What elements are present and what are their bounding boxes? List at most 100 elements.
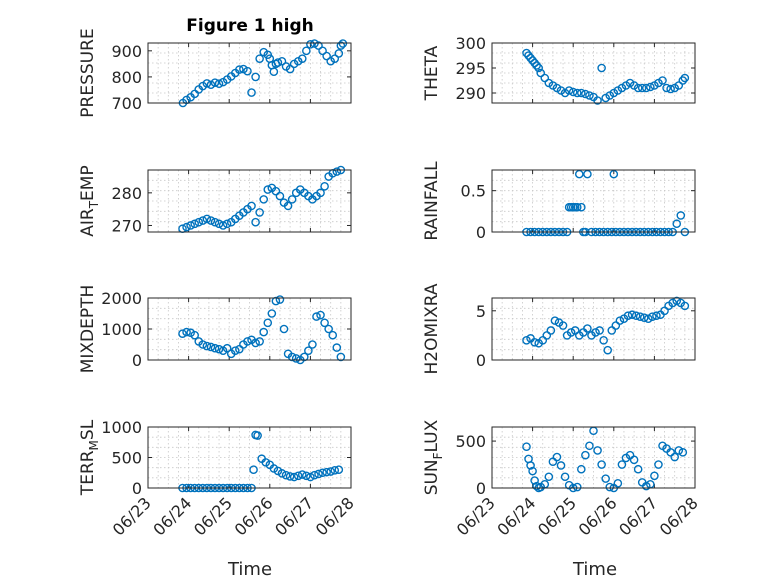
- y-tick-label: 1000: [101, 320, 142, 339]
- data-point: [680, 73, 690, 83]
- data-point: [613, 479, 623, 488]
- data-point: [522, 336, 531, 345]
- data-point: [322, 467, 331, 477]
- y-tick-label: 290: [455, 84, 486, 103]
- y-tick-label: 0.5: [461, 182, 486, 201]
- data-point: [635, 312, 645, 321]
- x-tick-label: 06/26: [231, 493, 277, 539]
- data-point: [658, 76, 667, 85]
- data-point: [623, 311, 633, 321]
- y-axis-label-main: TERR: [78, 450, 98, 496]
- y-axis-label-main: RAINFALL: [422, 161, 442, 241]
- y-axis-label: THETA: [422, 45, 442, 101]
- data-point: [534, 63, 543, 73]
- x-tick-label: 06/23: [453, 493, 499, 539]
- data-point: [617, 460, 627, 469]
- data-point: [322, 51, 331, 61]
- y-tick-label: 0: [476, 351, 486, 370]
- y-tick-label: 700: [111, 94, 142, 113]
- y-axis-label-main: MIXDEPTH: [78, 285, 98, 374]
- data-point: [206, 342, 216, 352]
- y-tick-label: 0: [132, 479, 142, 498]
- data-point: [247, 88, 256, 97]
- data-point: [310, 470, 319, 480]
- x-tick-label: 06/24: [493, 493, 539, 539]
- data-point: [297, 470, 307, 479]
- data-point: [332, 167, 342, 176]
- data-point: [320, 182, 329, 191]
- data-point: [210, 343, 220, 353]
- data-point: [605, 482, 615, 492]
- data-point: [597, 460, 606, 469]
- data-point: [577, 464, 586, 474]
- data-point: [556, 461, 566, 470]
- data-point: [314, 41, 323, 50]
- data-point: [190, 330, 199, 340]
- y-axis-label: H2OMIXRA: [422, 283, 442, 374]
- data-point: [251, 217, 260, 227]
- x-tick-label: 06/25: [190, 493, 236, 539]
- data-point: [214, 79, 224, 88]
- y-tick-label: 0: [476, 479, 486, 498]
- data-point: [259, 195, 269, 204]
- data-point: [599, 336, 608, 345]
- data-point: [283, 201, 293, 211]
- data-point: [206, 216, 216, 225]
- data-point: [591, 328, 600, 337]
- y-axis-label: TERRMSL: [78, 419, 101, 496]
- data-point: [672, 296, 682, 306]
- data-series: [178, 39, 348, 108]
- data-point: [583, 324, 592, 333]
- data-point: [275, 191, 285, 201]
- subplot-rainfall: 0 0.5 RAINFALL: [422, 161, 696, 242]
- x-tick-label: 06/27: [271, 493, 317, 539]
- data-point: [652, 311, 661, 321]
- data-point: [572, 202, 582, 212]
- data-point: [330, 466, 340, 475]
- data-point: [198, 340, 208, 349]
- data-point: [583, 169, 592, 179]
- data-point: [332, 343, 342, 352]
- data-point: [572, 482, 582, 492]
- data-point: [609, 169, 619, 179]
- axes-border: [147, 169, 352, 233]
- x-axis-label-left: Time: [227, 559, 272, 580]
- data-point: [186, 221, 195, 230]
- data-point: [328, 330, 338, 340]
- data-point: [550, 316, 560, 325]
- data-point: [528, 466, 537, 476]
- data-point: [279, 324, 289, 334]
- axes-border: [147, 42, 352, 104]
- y-tick-label: 5: [476, 302, 486, 321]
- data-point: [601, 474, 610, 483]
- y-axis-label: AIRTEMP: [78, 165, 101, 236]
- data-point: [247, 201, 256, 211]
- data-point: [522, 442, 531, 452]
- data-point: [202, 214, 212, 224]
- data-point: [214, 219, 224, 229]
- data-point: [202, 341, 212, 351]
- y-tick-label: 280: [111, 184, 142, 203]
- data-point: [214, 344, 224, 354]
- y-tick-label: 295: [455, 59, 486, 78]
- data-point: [230, 346, 240, 356]
- y-tick-label: 300: [455, 34, 486, 53]
- data-point: [182, 222, 191, 232]
- x-tick-label: 06/24: [149, 493, 195, 539]
- data-point: [558, 321, 568, 330]
- y-axis-label-subscript: F: [431, 452, 445, 459]
- data-point: [680, 301, 690, 311]
- y-axis-label-main: PRESSURE: [78, 28, 98, 117]
- data-point: [526, 461, 535, 470]
- data-point: [644, 314, 653, 323]
- data-point: [178, 329, 187, 338]
- y-axis-label-main: H2OMIXRA: [422, 283, 442, 374]
- data-point: [251, 72, 260, 82]
- data-series: [522, 48, 690, 105]
- data-point: [255, 337, 264, 346]
- data-point: [336, 41, 346, 50]
- axes-border: [491, 169, 696, 233]
- data-point: [310, 39, 319, 48]
- y-axis-label: PRESSURE: [78, 28, 98, 117]
- data-point: [574, 169, 584, 179]
